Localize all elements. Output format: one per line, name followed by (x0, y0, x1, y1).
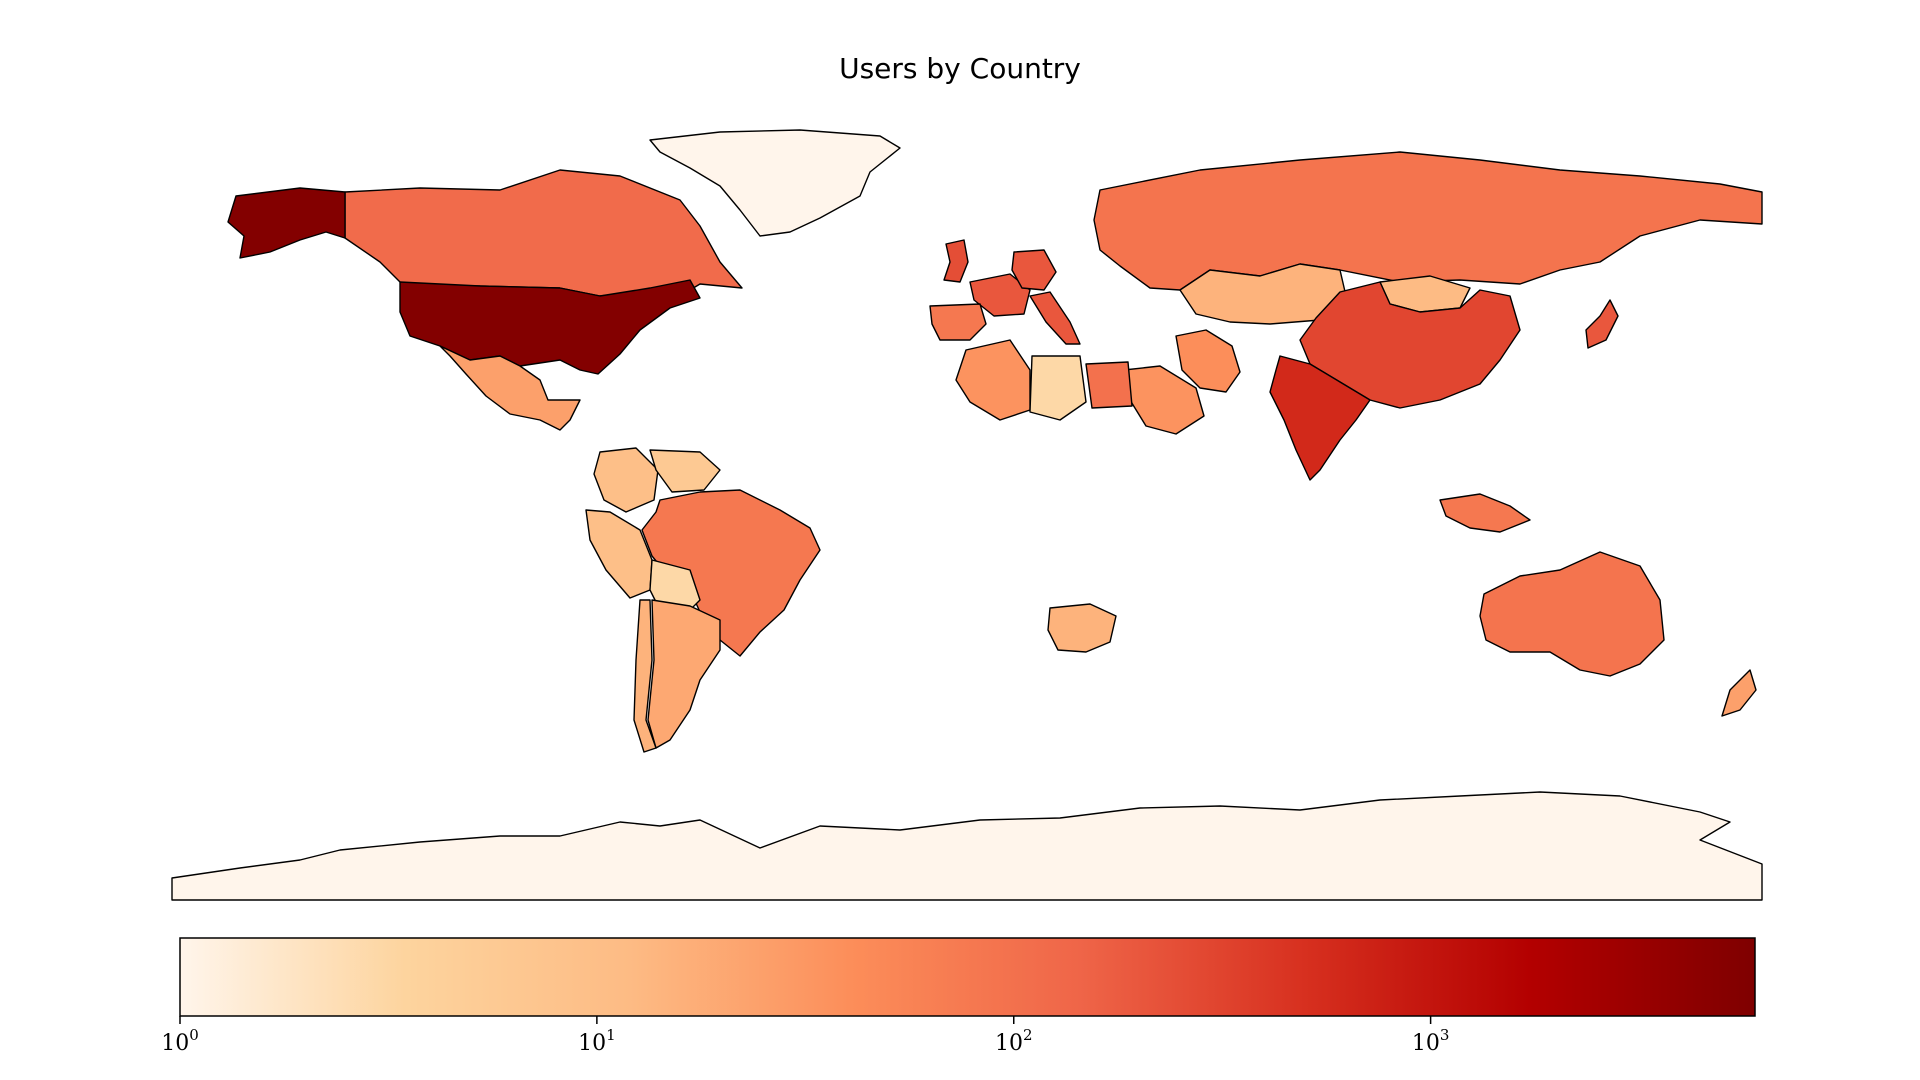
colorbar-tick-label: 102 (995, 1026, 1033, 1056)
country-venezuela (649, 449, 721, 493)
country-italy (1029, 291, 1081, 345)
country-colombia (593, 447, 659, 513)
colorbar: 100 101 102 103 (161, 937, 1756, 1056)
colorbar-tick-label: 103 (1412, 1026, 1450, 1056)
country-australia (1479, 551, 1665, 677)
country-algeria (955, 339, 1031, 421)
country-greenland (649, 129, 901, 237)
country-iran (1175, 329, 1241, 393)
country-south-africa (1047, 603, 1117, 653)
country-brazil (641, 489, 821, 657)
colorbar-gradient (179, 937, 1756, 1017)
country-united-kingdom (943, 239, 969, 283)
country-alaska (227, 187, 346, 259)
country-china (1299, 281, 1521, 409)
country-france (969, 273, 1031, 317)
country-indonesia (1439, 493, 1531, 533)
country-antarctica (171, 791, 1763, 901)
country-libya (1029, 355, 1087, 421)
countries-layer (171, 129, 1763, 901)
map-title: Users by Country (839, 52, 1081, 85)
country-egypt (1085, 361, 1133, 409)
country-new-zealand (1721, 669, 1757, 717)
country-spain (929, 303, 987, 341)
country-argentina (647, 599, 721, 749)
country-chile (633, 599, 657, 753)
country-russia (1093, 151, 1763, 291)
colorbar-tick-label: 100 (161, 1026, 199, 1056)
country-germany (1011, 249, 1057, 291)
country-mexico (439, 345, 581, 431)
country-india (1269, 355, 1371, 481)
country-japan (1585, 299, 1619, 349)
colorbar-tick-label: 101 (578, 1026, 616, 1056)
country-saudi-arabia (1123, 365, 1205, 435)
